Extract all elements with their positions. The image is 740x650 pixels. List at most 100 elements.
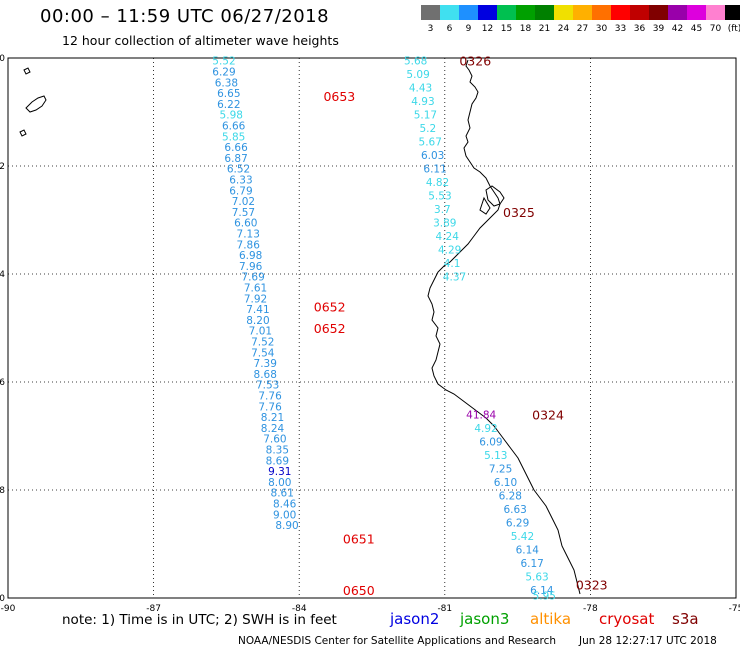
wave-height-value: 5.42 (511, 531, 534, 543)
wave-height-value: 6.10 (494, 477, 517, 489)
wave-height-value: 6.79 (229, 185, 252, 197)
wave-height-value: 8.00 (268, 477, 291, 489)
lon-tick-label: -84 (292, 604, 307, 614)
coastline (19, 59, 581, 595)
legend-swatch (459, 5, 478, 20)
wave-height-value: 5.2 (419, 123, 436, 135)
legend-swatch (687, 5, 706, 20)
map-border (7, 57, 737, 599)
legend-label: 42 (671, 24, 684, 34)
wave-height-value: 8.90 (275, 520, 298, 532)
wave-height-value: 8.68 (254, 369, 277, 381)
wave-height-value: 5.17 (414, 110, 437, 122)
legend-label: 18 (519, 24, 532, 34)
wave-height-value: 5.63 (525, 571, 548, 583)
wave-height-value: 4.93 (411, 96, 434, 108)
pass-time-label: 0651 (343, 532, 375, 547)
legend-label: 30 (595, 24, 608, 34)
wave-height-value: 7.53 (256, 380, 279, 392)
galapagos-isabela (25, 95, 47, 113)
wave-height-value: 5.95 (533, 590, 556, 602)
gulf-inlet (479, 196, 491, 215)
wave-height-labels: 5.526.296.386.656.225.986.665.856.666.87… (212, 54, 607, 603)
wave-height-value: 6.29 (506, 517, 529, 529)
wave-height-value: 6.60 (234, 218, 257, 230)
lat-tick-label: -8 (0, 486, 5, 496)
lon-tick-label: -75 (729, 604, 740, 614)
wave-height-value: 3.7 (434, 204, 451, 216)
wave-height-value: 7.25 (489, 463, 512, 475)
wave-height-value: 7.01 (249, 326, 272, 338)
legend-label: 21 (538, 24, 551, 34)
legend-label: 9 (465, 24, 472, 34)
wave-height-value: 7.96 (239, 261, 263, 273)
wave-height-value: 7.76 (258, 401, 282, 413)
wave-height-value: 6.65 (217, 88, 240, 100)
wave-height-value: 8.35 (266, 445, 289, 457)
wave-height-value: 8.21 (261, 412, 284, 424)
wave-height-value: 4.82 (426, 177, 449, 189)
pass-time-label: 0325 (503, 205, 535, 220)
legend-swatch (630, 5, 649, 20)
legend-label: 36 (633, 24, 646, 34)
lon-tick-label: -81 (437, 604, 452, 614)
wave-height-value: 5.53 (428, 191, 451, 203)
wave-height-value: 7.02 (232, 196, 255, 208)
lat-tick-label: -4 (0, 270, 5, 280)
galapagos-islet (23, 67, 31, 75)
wave-height-value: 5.52 (212, 56, 235, 68)
wave-height-value: 8.24 (261, 423, 285, 435)
pass-time-label: 0323 (576, 578, 608, 593)
wave-height-value: 7.41 (246, 304, 269, 316)
wave-height-value: 6.66 (224, 142, 248, 154)
legend-label: 6 (446, 24, 453, 34)
wave-height-value: 6.22 (217, 99, 240, 111)
wave-height-value: 41.84 (466, 409, 496, 421)
legend-swatch (497, 5, 516, 20)
legend-swatch (535, 5, 554, 20)
footer-note: note: 1) Time is in UTC; 2) SWH is in fe… (62, 612, 337, 628)
galapagos-small-island (19, 129, 27, 137)
legend-label: 45 (690, 24, 703, 34)
wave-height-value: 7.13 (237, 229, 260, 241)
pass-time-label: 0650 (343, 583, 375, 598)
wave-height-value: 4.24 (436, 231, 460, 243)
wave-height-value: 7.39 (254, 358, 277, 370)
legend-swatch (440, 5, 459, 20)
lat-tick-label: 0 (0, 54, 5, 64)
legend-label: 27 (576, 24, 589, 34)
wave-height-value: 9.31 (268, 466, 291, 478)
wave-height-value: 6.33 (229, 175, 252, 187)
satellite-altika-label: altika (530, 610, 572, 628)
south-america-coastline (427, 59, 581, 595)
legend-swatch (573, 5, 592, 20)
wave-height-value: 6.38 (215, 77, 238, 89)
wave-height-value: 4.92 (474, 423, 497, 435)
wave-height-value: 6.09 (479, 436, 502, 448)
wave-height-value: 5.13 (484, 450, 507, 462)
lon-tick-label: -87 (146, 604, 161, 614)
puna-island (485, 185, 505, 207)
lat-tick-label: -6 (0, 378, 5, 388)
wave-height-value: 7.60 (263, 434, 286, 446)
legend-label: 3 (427, 24, 434, 34)
wave-height-value: 6.14 (516, 544, 540, 556)
wave-height-value: 7.57 (232, 207, 255, 219)
wave-height-value: 6.63 (503, 504, 526, 516)
map-title: 00:00 – 11:59 UTC 06/27/2018 (40, 6, 330, 27)
wave-height-value: 6.52 (227, 164, 250, 176)
legend-label: 33 (614, 24, 627, 34)
legend-swatch (592, 5, 611, 20)
satellite-cryosat-label: cryosat (599, 610, 655, 628)
legend-swatch (554, 5, 573, 20)
wave-height-value: 7.92 (244, 293, 267, 305)
wave-height-value: 5.67 (419, 137, 442, 149)
legend-swatch (516, 5, 535, 20)
map-subtitle: 12 hour collection of altimeter wave hei… (62, 33, 339, 48)
wave-height-value: 6.29 (212, 67, 235, 79)
wave-height-value: 6.87 (224, 153, 247, 165)
satellite-jason3-label: jason3 (460, 610, 510, 628)
lat-lon-grid (7, 57, 737, 599)
